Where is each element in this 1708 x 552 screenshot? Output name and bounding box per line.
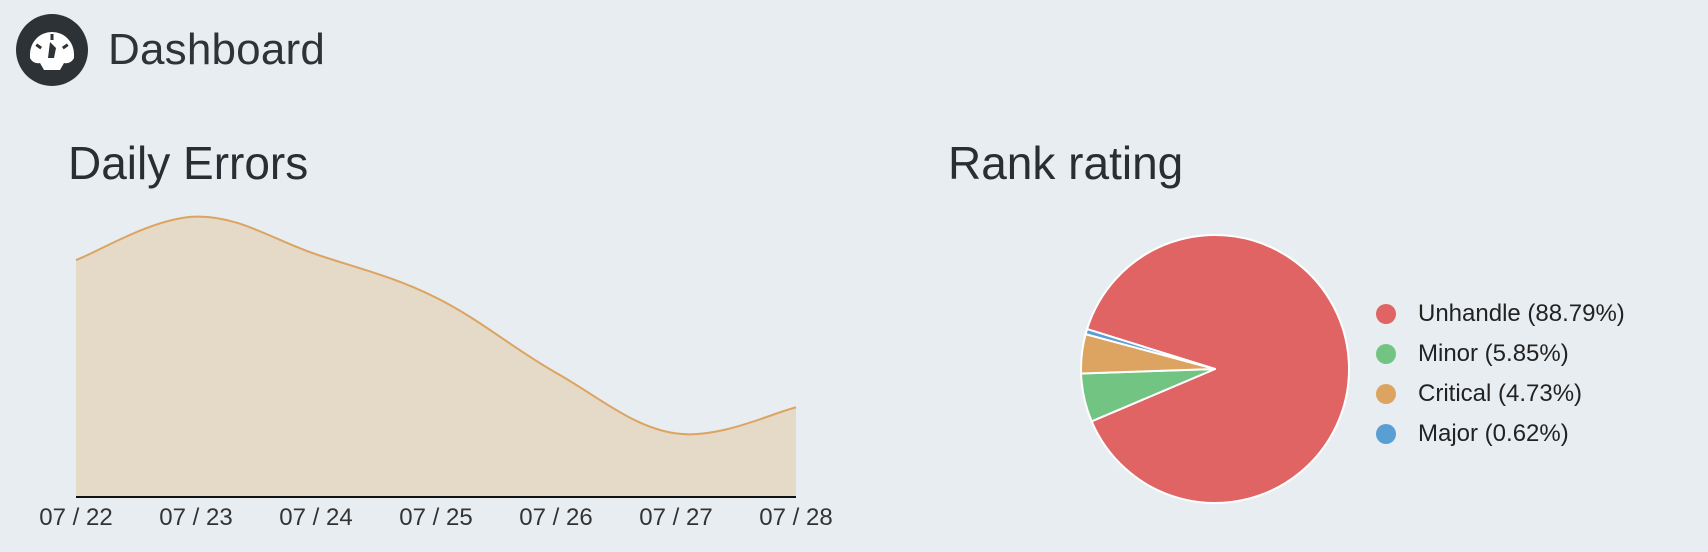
legend-dot-icon [1376,424,1396,444]
x-tick-label: 07 / 28 [759,504,832,531]
legend-dot-icon [1376,384,1396,404]
pie-slice[interactable] [1086,234,1350,504]
legend-item[interactable]: Major (0.62%) [1376,414,1625,454]
legend-label: Critical (4.73%) [1418,380,1583,407]
x-tick-label: 07 / 23 [159,504,232,531]
speedometer-icon [16,14,88,86]
legend-item[interactable]: Minor (5.85%) [1376,334,1625,374]
daily-errors-title: Daily Errors [68,137,309,189]
rank-rating-legend: Unhandle (88.79%) Minor (5.85%) Critical (… [1376,294,1625,454]
page-title: Dashboard [108,25,326,74]
x-tick-label: 07 / 27 [639,504,712,531]
rank-rating-title: Rank rating [948,137,1184,189]
x-tick-label: 07 / 26 [519,504,592,531]
legend-label: Major (0.62%) [1418,420,1569,447]
legend-item[interactable]: Unhandle (88.79%) [1376,294,1625,334]
legend-dot-icon [1376,344,1396,364]
pie-slice[interactable] [1084,328,1216,370]
daily-errors-line [75,215,797,436]
daily-errors-area [76,216,796,497]
legend-dot-icon [1376,304,1396,324]
x-tick-label: 07 / 22 [39,504,112,531]
legend-item[interactable]: Critical (4.73%) [1376,374,1625,414]
x-tick-label: 07 / 25 [399,504,472,531]
legend-label: Minor (5.85%) [1418,340,1569,367]
dashboard-header: Dashboard [16,14,325,86]
x-tick-label: 07 / 24 [279,504,352,531]
legend-label: Unhandle (88.79%) [1418,300,1625,327]
